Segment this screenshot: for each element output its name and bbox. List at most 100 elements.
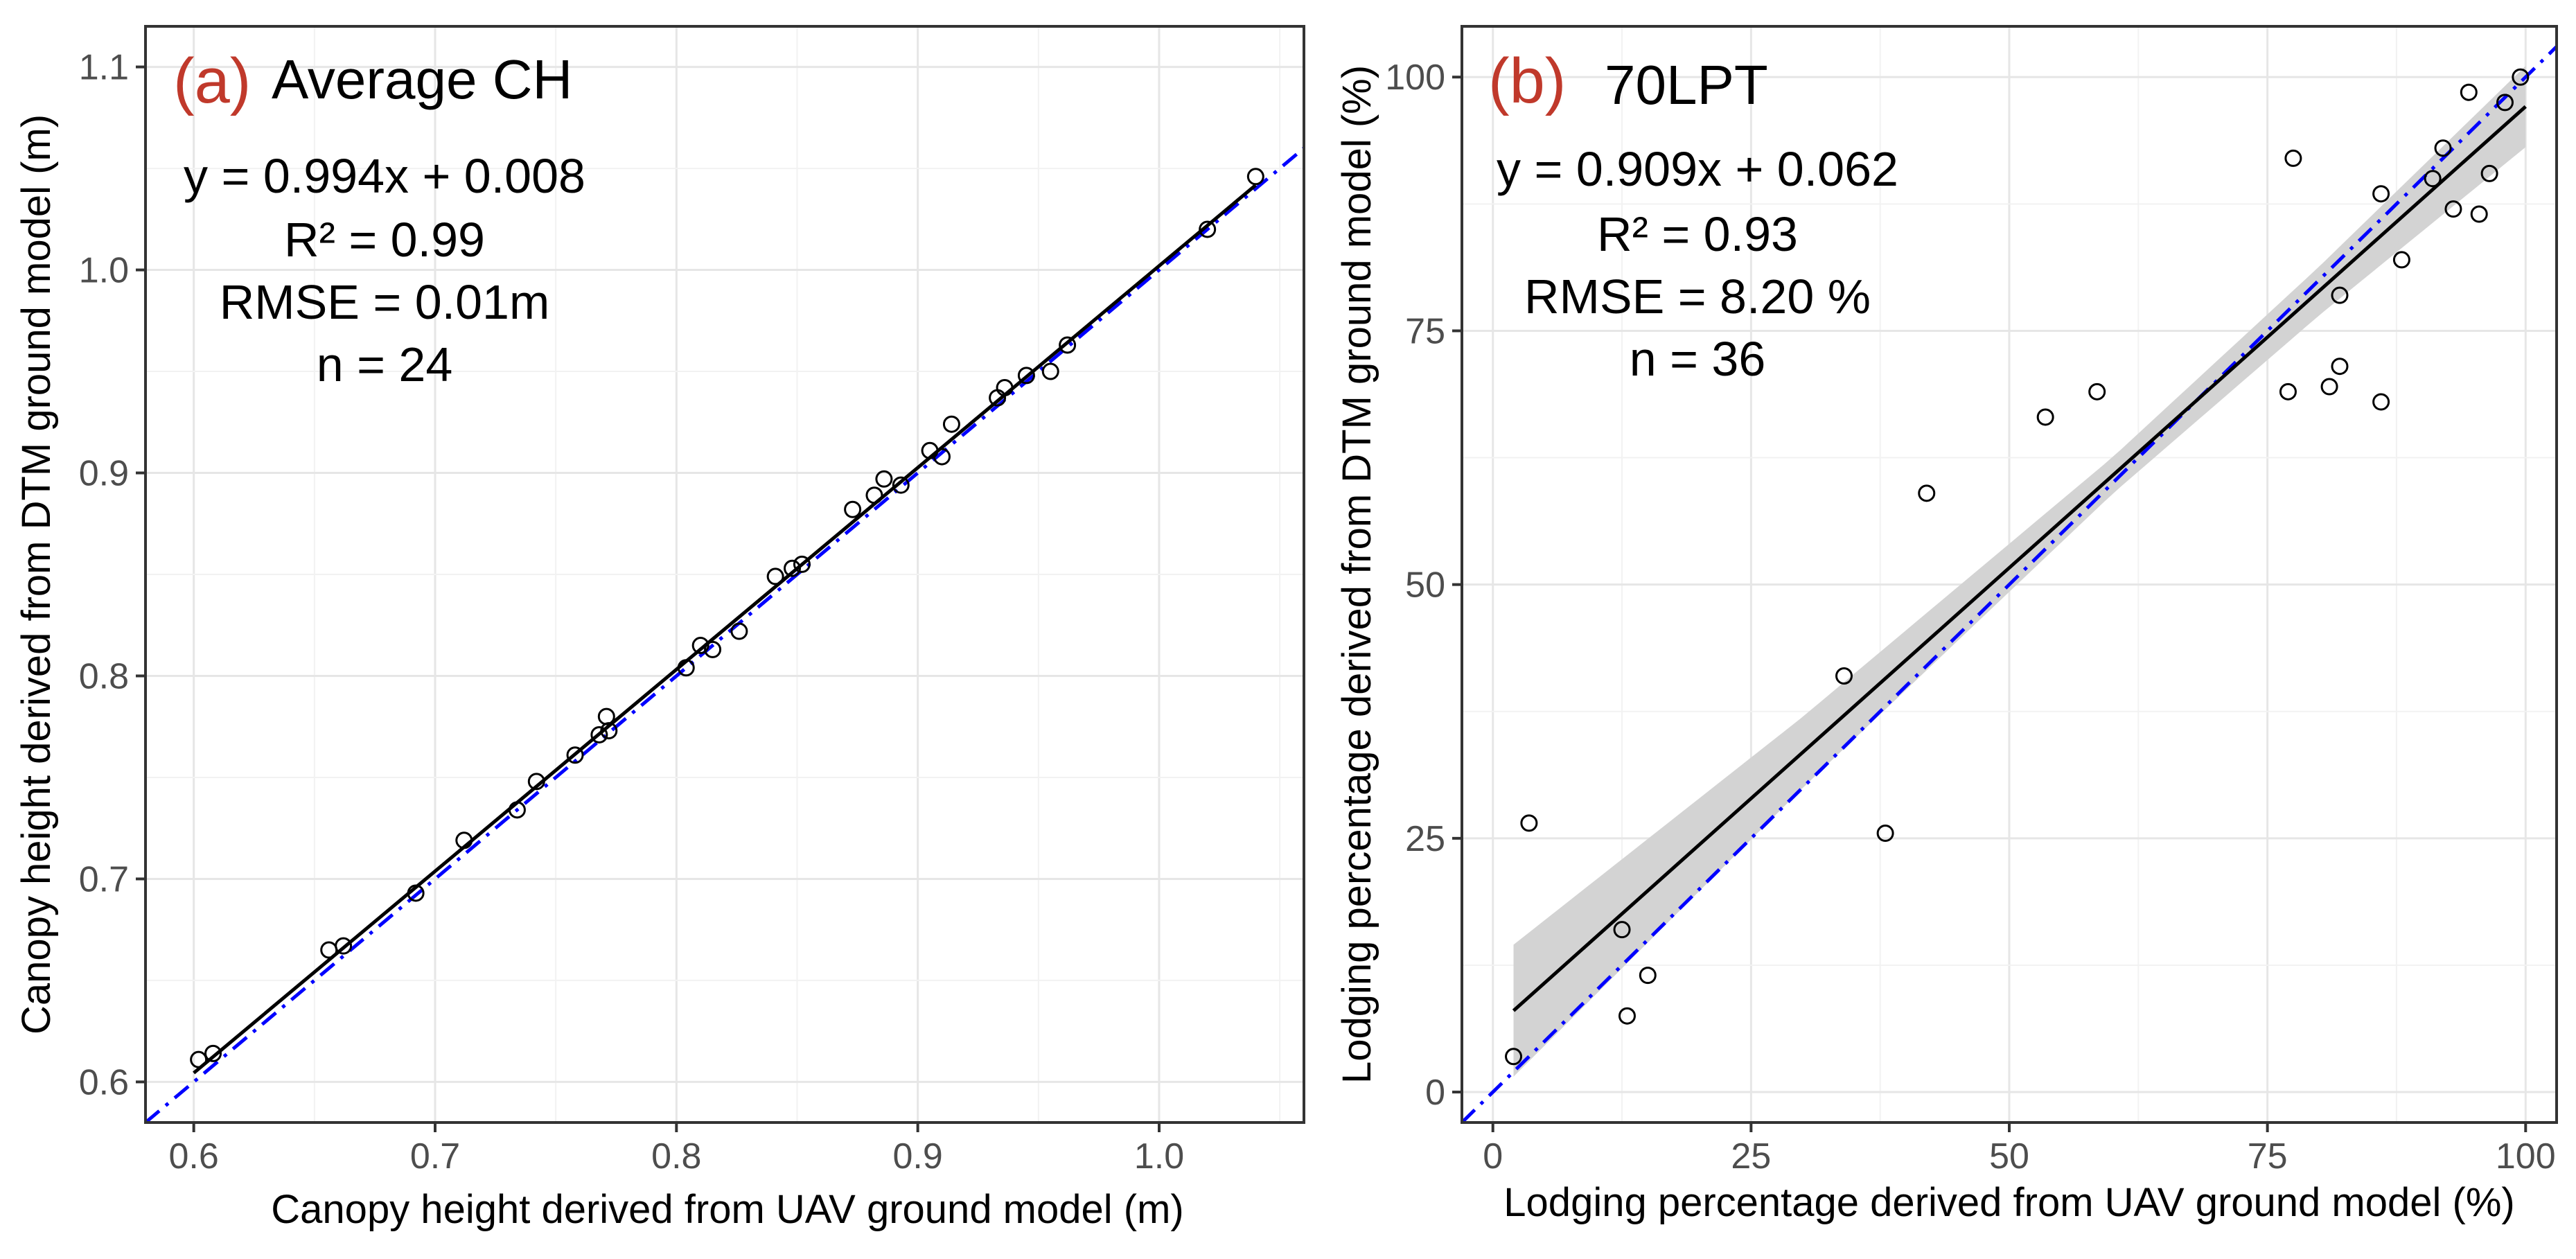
data-point xyxy=(2434,139,2452,157)
panel-b-rmse: RMSE = 8.20 % xyxy=(1524,270,1871,324)
panel-a-n: n = 24 xyxy=(317,337,453,391)
data-point xyxy=(2279,382,2297,400)
data-point xyxy=(1835,667,1853,685)
data-point xyxy=(2470,205,2488,223)
x-tick-label: 50 xyxy=(1989,1136,2029,1177)
panel-b-ylabel: Lodging percentage derived from DTM grou… xyxy=(1334,65,1379,1084)
panel-b-letter: (b) xyxy=(1488,46,1566,116)
data-point xyxy=(766,567,784,586)
data-point xyxy=(2372,393,2390,411)
y-tick-label: 1.0 xyxy=(79,251,129,291)
data-point xyxy=(407,884,425,902)
data-point xyxy=(730,622,748,640)
panel-b-points xyxy=(1505,68,2530,1066)
data-point xyxy=(508,801,526,819)
data-point xyxy=(590,725,608,743)
data-point xyxy=(892,476,910,494)
data-point xyxy=(190,1050,208,1068)
panel-b-n: n = 36 xyxy=(1630,332,1766,386)
data-point xyxy=(2036,408,2054,426)
data-point xyxy=(335,937,353,955)
data-point xyxy=(1613,921,1631,939)
data-point xyxy=(2372,185,2390,203)
panel-b-frame xyxy=(1461,25,2558,1124)
panel-b-xlabel: Lodging percentage derived from UAV grou… xyxy=(1503,1180,2514,1225)
panel-a-frame xyxy=(144,25,1305,1124)
data-point xyxy=(784,559,802,577)
y-tick-label: 0.8 xyxy=(79,656,129,696)
panel-a-ticks: 0.6 0.7 0.8 0.9 1.0 0.6 0.7 0.8 0.9 1.0 1.1 xyxy=(79,48,1184,1177)
data-point xyxy=(704,640,722,658)
data-point xyxy=(2444,200,2462,218)
panel-b-ticks: 0 25 50 75 100 0 25 50 75 100 xyxy=(1385,58,2555,1177)
panel-a-rmse: RMSE = 0.01m xyxy=(220,275,550,329)
panel-a-r2: R² = 0.99 xyxy=(284,213,485,267)
regression-line xyxy=(193,184,1257,1075)
data-point xyxy=(844,500,862,518)
data-point xyxy=(875,470,893,488)
data-point xyxy=(2480,164,2498,182)
data-point xyxy=(996,378,1014,396)
x-tick-label: 0 xyxy=(1483,1136,1503,1177)
data-point xyxy=(933,448,951,466)
data-point xyxy=(2088,382,2106,400)
data-point xyxy=(1618,1007,1636,1025)
y-tick-label: 0.7 xyxy=(79,859,129,899)
data-point xyxy=(1199,220,1217,238)
data-point xyxy=(865,486,883,504)
one-to-one-line xyxy=(1462,44,2557,1122)
data-point xyxy=(2496,94,2514,112)
panel-b-equation: y = 0.909x + 0.062 xyxy=(1497,142,1898,196)
panel-b-r2: R² = 0.93 xyxy=(1597,207,1798,261)
y-tick-label: 0.9 xyxy=(79,454,129,494)
data-point xyxy=(527,773,545,791)
data-point xyxy=(2331,358,2349,376)
panel-a-grid xyxy=(145,26,1304,1122)
x-tick-label: 0.9 xyxy=(893,1136,943,1177)
data-point xyxy=(1505,1048,1523,1066)
panel-a-letter: (a) xyxy=(173,46,251,116)
panel-b-lines xyxy=(1462,44,2557,1122)
x-tick-label: 0.7 xyxy=(410,1136,460,1177)
data-point xyxy=(1246,168,1264,186)
data-point xyxy=(2284,149,2302,167)
panel-a: 0.6 0.7 0.8 0.9 1.0 0.6 0.7 0.8 0.9 1.0 1.1 (a) Av… xyxy=(14,25,1305,1232)
panel-a-ylabel: Canopy height derived from DTM ground mo… xyxy=(14,114,59,1035)
data-point xyxy=(1918,484,1936,502)
x-tick-label: 100 xyxy=(2496,1136,2556,1177)
data-point xyxy=(2331,286,2349,304)
regression-line xyxy=(1512,105,2527,1012)
panel-a-title: Average CH xyxy=(272,49,572,110)
y-tick-label: 75 xyxy=(1405,311,1445,351)
panel-b: 0 25 50 75 100 0 25 50 75 100 (b) 70LPT y = 0.909… xyxy=(1334,25,2558,1225)
data-point xyxy=(1876,825,1894,843)
panel-a-xlabel: Canopy height derived from UAV ground mo… xyxy=(271,1187,1183,1232)
data-point xyxy=(942,415,960,433)
data-point xyxy=(1017,367,1035,385)
y-tick-label: 0 xyxy=(1425,1073,1445,1113)
data-point xyxy=(677,659,695,677)
y-tick-label: 1.1 xyxy=(79,48,129,88)
x-tick-label: 25 xyxy=(1731,1136,1771,1177)
x-tick-label: 0.6 xyxy=(169,1136,219,1177)
y-tick-label: 25 xyxy=(1405,819,1445,859)
data-point xyxy=(2512,68,2530,86)
data-point xyxy=(455,831,473,849)
data-point xyxy=(2424,170,2442,188)
data-point xyxy=(597,707,615,725)
data-point xyxy=(600,722,618,740)
panel-a-points xyxy=(190,168,1264,1068)
data-point xyxy=(2460,83,2478,101)
data-point xyxy=(204,1044,222,1062)
y-tick-label: 0.6 xyxy=(79,1062,129,1102)
data-point xyxy=(793,555,811,573)
data-point xyxy=(691,637,709,655)
panel-b-title: 70LPT xyxy=(1605,54,1768,116)
data-point xyxy=(1639,967,1657,985)
data-point xyxy=(320,941,338,959)
panel-a-equation: y = 0.994x + 0.008 xyxy=(184,149,585,203)
y-tick-label: 50 xyxy=(1405,565,1445,606)
data-point xyxy=(1059,336,1077,354)
x-tick-label: 1.0 xyxy=(1134,1136,1184,1177)
